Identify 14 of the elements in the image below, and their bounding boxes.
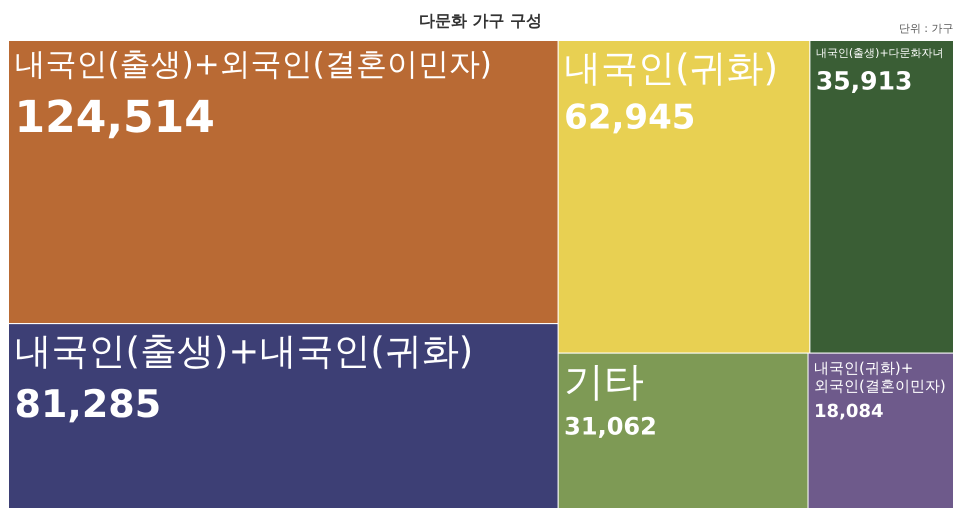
category-label: 기타: [564, 359, 644, 406]
category-label: 내국인(출생)+내국인(귀화): [14, 330, 474, 373]
category-label: 내국인(귀화)+외국인(결혼이민자): [814, 359, 946, 395]
category-label: 내국인(출생)+외국인(결혼이민자): [14, 46, 492, 82]
category-label: 내국인(귀화): [564, 46, 778, 90]
data-label: 35,913: [816, 66, 912, 96]
data-label: 62,945: [564, 97, 696, 138]
data-label: 81,285: [14, 382, 162, 426]
text: 다문화 가구 구성: [418, 11, 542, 30]
data-label: 124,514: [14, 92, 215, 143]
data-label: 31,062: [564, 412, 657, 441]
text: 단위 : 가구: [898, 22, 954, 35]
data-label: 18,084: [814, 400, 884, 422]
category-label: 내국인(출생)+다문화자녀: [816, 46, 944, 60]
